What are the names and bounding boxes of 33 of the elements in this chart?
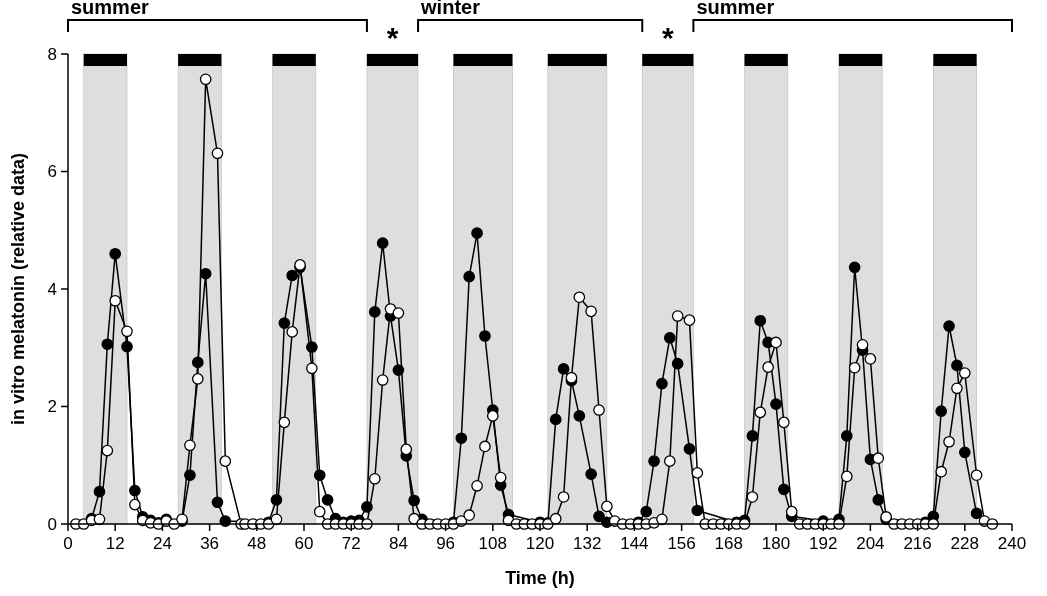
x-tick-label: 72 — [341, 534, 361, 553]
x-tick-label: 0 — [63, 534, 73, 553]
x-tick-label: 120 — [525, 534, 555, 553]
x-tick-label: 108 — [478, 534, 507, 553]
band-label: * — [386, 21, 399, 54]
y-tick-label: 2 — [47, 397, 57, 417]
text: summer — [696, 0, 775, 18]
x-tick-label: 216 — [903, 534, 932, 553]
x-tick-label: 240 — [997, 534, 1027, 553]
y-axis-title: in vitro melatonin (relative data) — [8, 152, 28, 426]
x-tick-label: 132 — [573, 534, 602, 553]
x-tick-label: 96 — [436, 534, 456, 553]
x-axis-title: Time (h) — [505, 568, 575, 588]
y-tick-label: 4 — [47, 279, 57, 299]
x-tick-label: 24 — [152, 534, 172, 553]
y-tick-label: 8 — [47, 44, 57, 64]
x-tick-label: 36 — [200, 534, 220, 553]
x-tick-label: 60 — [294, 534, 314, 553]
x-tick-label: 84 — [388, 534, 408, 553]
x-tick-label: 48 — [247, 534, 267, 553]
y-tick-label: 6 — [47, 162, 57, 182]
x-tick-label: 12 — [105, 534, 125, 553]
x-tick-label: 168 — [714, 534, 743, 553]
x-tick-label: 156 — [667, 534, 696, 553]
x-tick-label: 192 — [809, 534, 838, 553]
text: winter — [420, 0, 481, 18]
x-tick-label: 204 — [856, 534, 885, 553]
x-tick-label: 144 — [620, 534, 649, 553]
band-label: * — [661, 21, 674, 54]
x-tick-label: 180 — [761, 534, 791, 553]
y-tick-label: 0 — [47, 514, 57, 534]
text: summer — [71, 0, 150, 18]
x-tick-label: 228 — [950, 534, 979, 553]
